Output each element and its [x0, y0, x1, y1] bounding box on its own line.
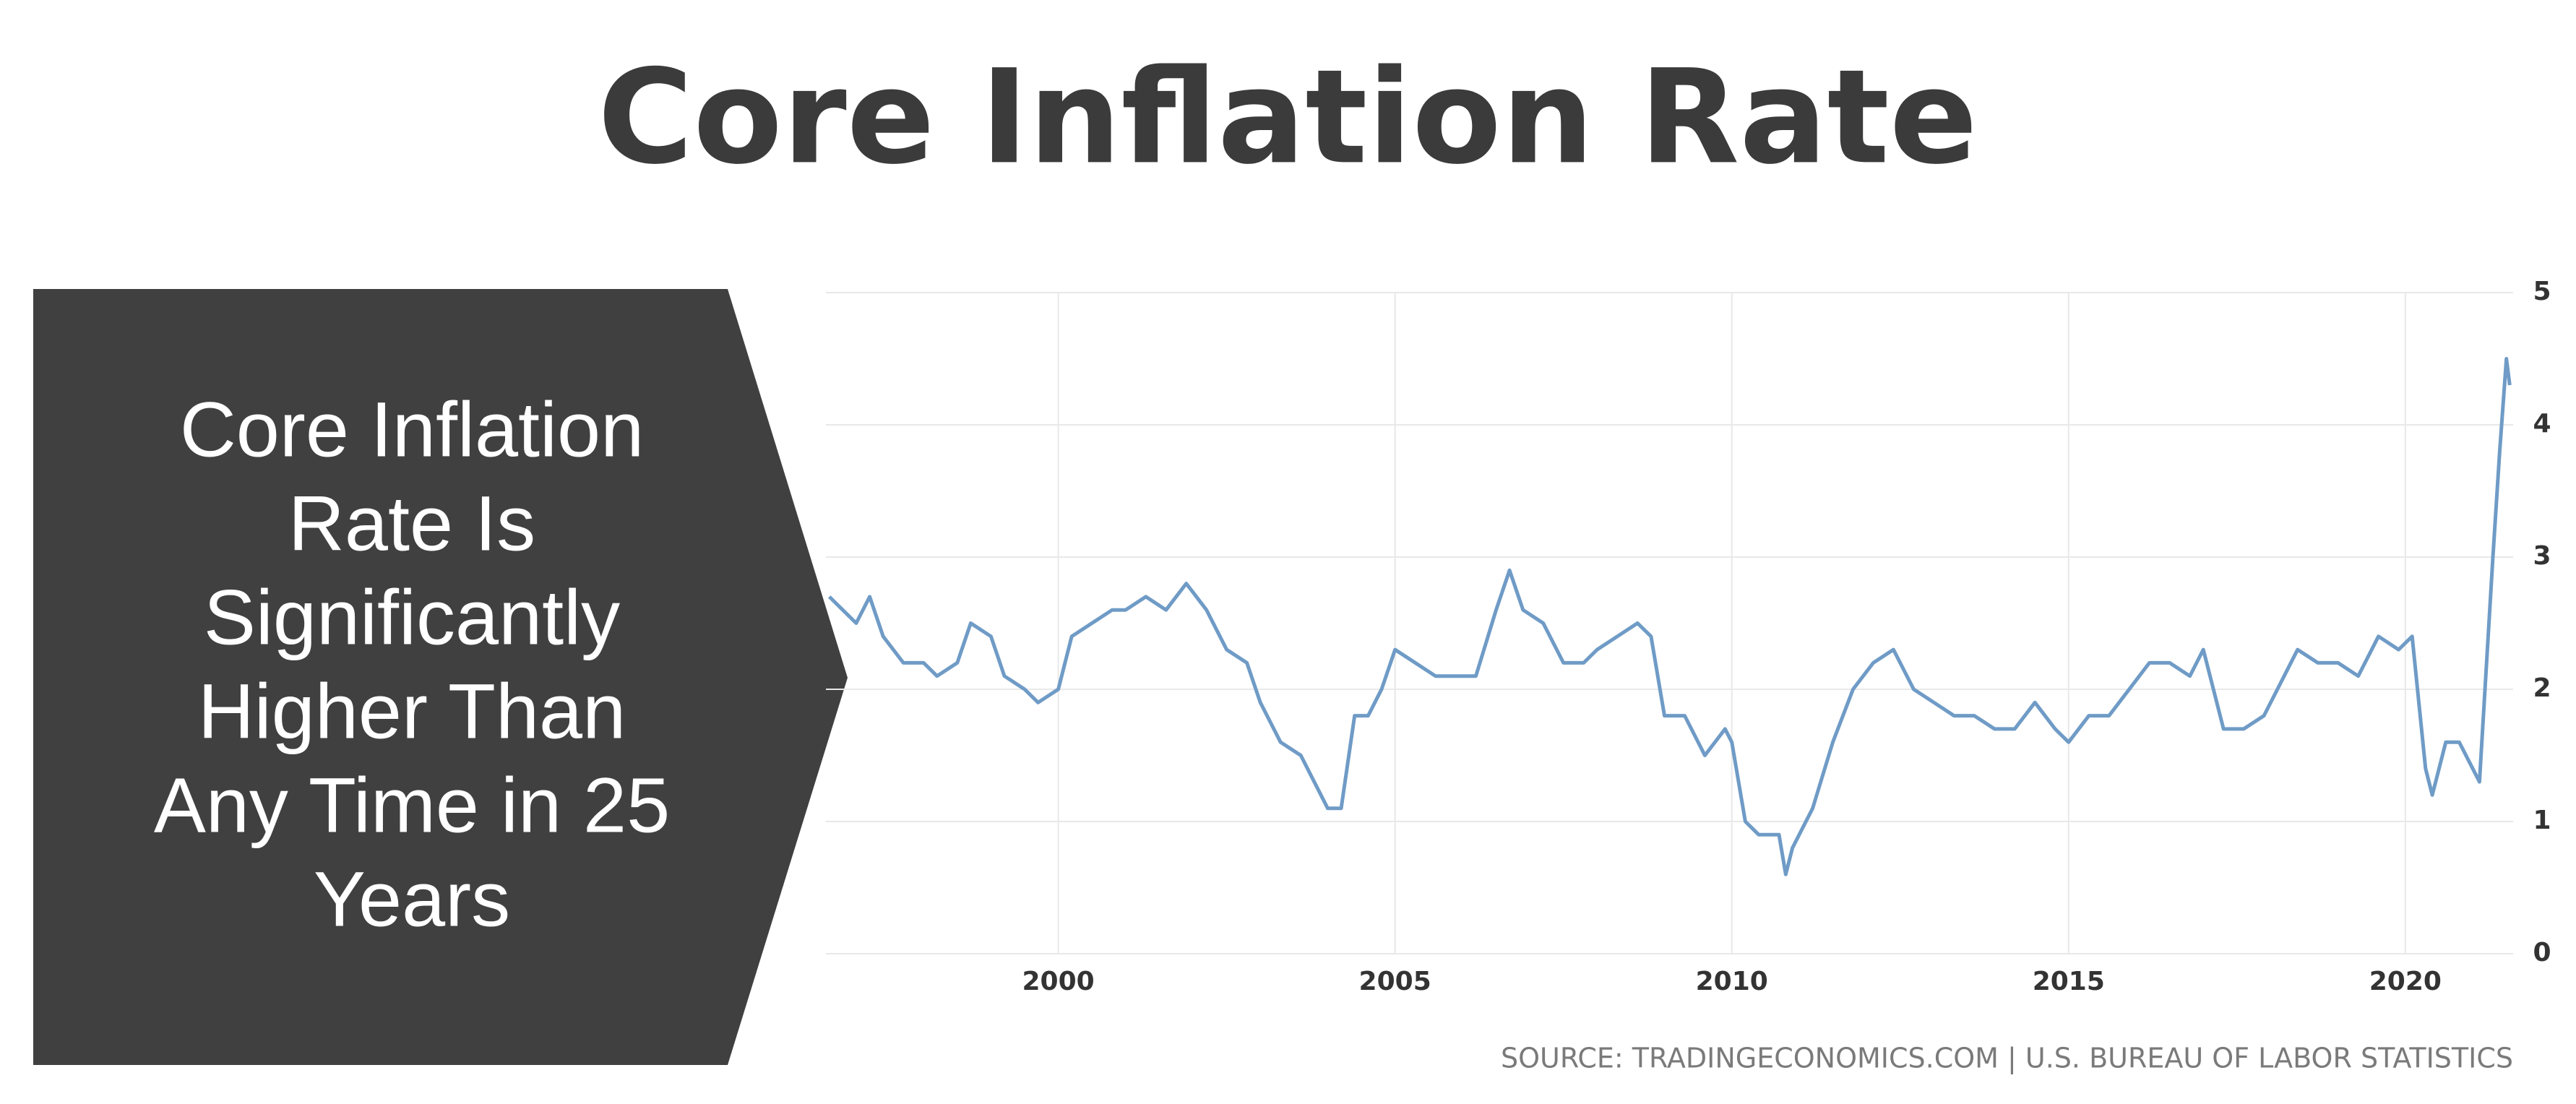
callout-line: Years [314, 855, 510, 943]
x-tick-label: 2020 [2369, 967, 2442, 996]
y-tick-label: 0 [2533, 938, 2551, 967]
callout-arrow [33, 289, 848, 1065]
source-note: SOURCE: TRADINGECONOMICS.COM | U.S. BURE… [1501, 1043, 2513, 1075]
callout-line: Any Time in 25 [154, 762, 670, 849]
callout-line: Core Inflation [180, 386, 644, 473]
callout-line: Significantly [204, 574, 620, 661]
data-line [827, 357, 2512, 876]
y-tick-label: 5 [2533, 277, 2551, 306]
chart: 0 1 2 3 4 5 2000 2005 2010 2015 2020 [826, 277, 2551, 996]
slide-title: Core Inflation Rate [598, 42, 1978, 193]
y-tick-label: 3 [2533, 541, 2551, 571]
callout-line: Higher Than [198, 668, 626, 755]
y-tick-label: 4 [2533, 409, 2551, 439]
x-tick-label: 2005 [1359, 967, 1431, 996]
x-tick-label: 2000 [1022, 967, 1094, 996]
x-tick-label: 2015 [2033, 967, 2105, 996]
x-tick-label: 2010 [1696, 967, 1768, 996]
y-tick-label: 1 [2533, 806, 2551, 835]
callout-line: Rate Is [288, 480, 535, 567]
y-tick-label: 2 [2533, 673, 2551, 703]
